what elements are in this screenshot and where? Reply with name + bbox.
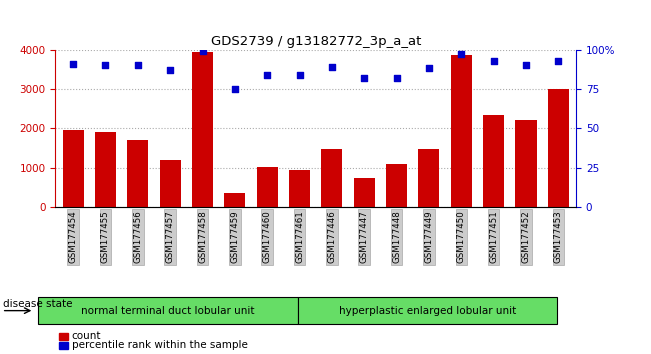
Text: GSM177449: GSM177449 xyxy=(424,211,434,263)
Text: GSM177455: GSM177455 xyxy=(101,211,110,263)
Bar xyxy=(289,170,310,207)
Point xyxy=(230,86,240,92)
Point xyxy=(100,62,111,68)
Point xyxy=(391,75,402,81)
Bar xyxy=(95,132,116,207)
Bar xyxy=(62,130,83,207)
Text: GSM177450: GSM177450 xyxy=(457,211,466,263)
Bar xyxy=(256,167,278,207)
Text: GSM177459: GSM177459 xyxy=(230,211,240,263)
Text: GSM177448: GSM177448 xyxy=(392,211,401,263)
Bar xyxy=(450,56,472,207)
Bar xyxy=(128,140,148,207)
Text: percentile rank within the sample: percentile rank within the sample xyxy=(72,340,247,350)
Point xyxy=(488,58,499,63)
Text: hyperplastic enlarged lobular unit: hyperplastic enlarged lobular unit xyxy=(339,306,516,316)
Point xyxy=(553,58,564,63)
Text: count: count xyxy=(72,331,101,341)
Bar xyxy=(548,89,569,207)
Bar xyxy=(159,160,181,207)
Point xyxy=(456,51,467,57)
Bar xyxy=(516,120,536,207)
Text: GSM177457: GSM177457 xyxy=(165,211,174,263)
Text: GSM177446: GSM177446 xyxy=(327,211,337,263)
Bar xyxy=(419,149,439,207)
Point xyxy=(424,65,434,71)
Text: GSM177458: GSM177458 xyxy=(198,211,207,263)
Text: disease state: disease state xyxy=(3,298,73,309)
Bar xyxy=(483,115,504,207)
Bar xyxy=(192,52,213,207)
Text: GSM177460: GSM177460 xyxy=(263,211,271,263)
Text: GSM177461: GSM177461 xyxy=(295,211,304,263)
Text: GSM177447: GSM177447 xyxy=(360,211,368,263)
Point xyxy=(68,61,78,67)
Point xyxy=(521,62,531,68)
Text: GSM177456: GSM177456 xyxy=(133,211,143,263)
Point xyxy=(294,72,305,78)
Point xyxy=(359,75,370,81)
Bar xyxy=(225,193,245,207)
Bar xyxy=(353,178,375,207)
Title: GDS2739 / g13182772_3p_a_at: GDS2739 / g13182772_3p_a_at xyxy=(210,35,421,48)
Text: GSM177454: GSM177454 xyxy=(68,211,77,263)
Text: GSM177453: GSM177453 xyxy=(554,211,563,263)
Text: GSM177452: GSM177452 xyxy=(521,211,531,263)
Bar xyxy=(322,149,342,207)
Text: GSM177451: GSM177451 xyxy=(489,211,498,263)
Text: normal terminal duct lobular unit: normal terminal duct lobular unit xyxy=(81,306,255,316)
Point xyxy=(165,67,175,73)
Point xyxy=(197,48,208,54)
Point xyxy=(262,72,272,78)
Point xyxy=(327,64,337,70)
Bar xyxy=(386,164,407,207)
Point xyxy=(133,62,143,68)
